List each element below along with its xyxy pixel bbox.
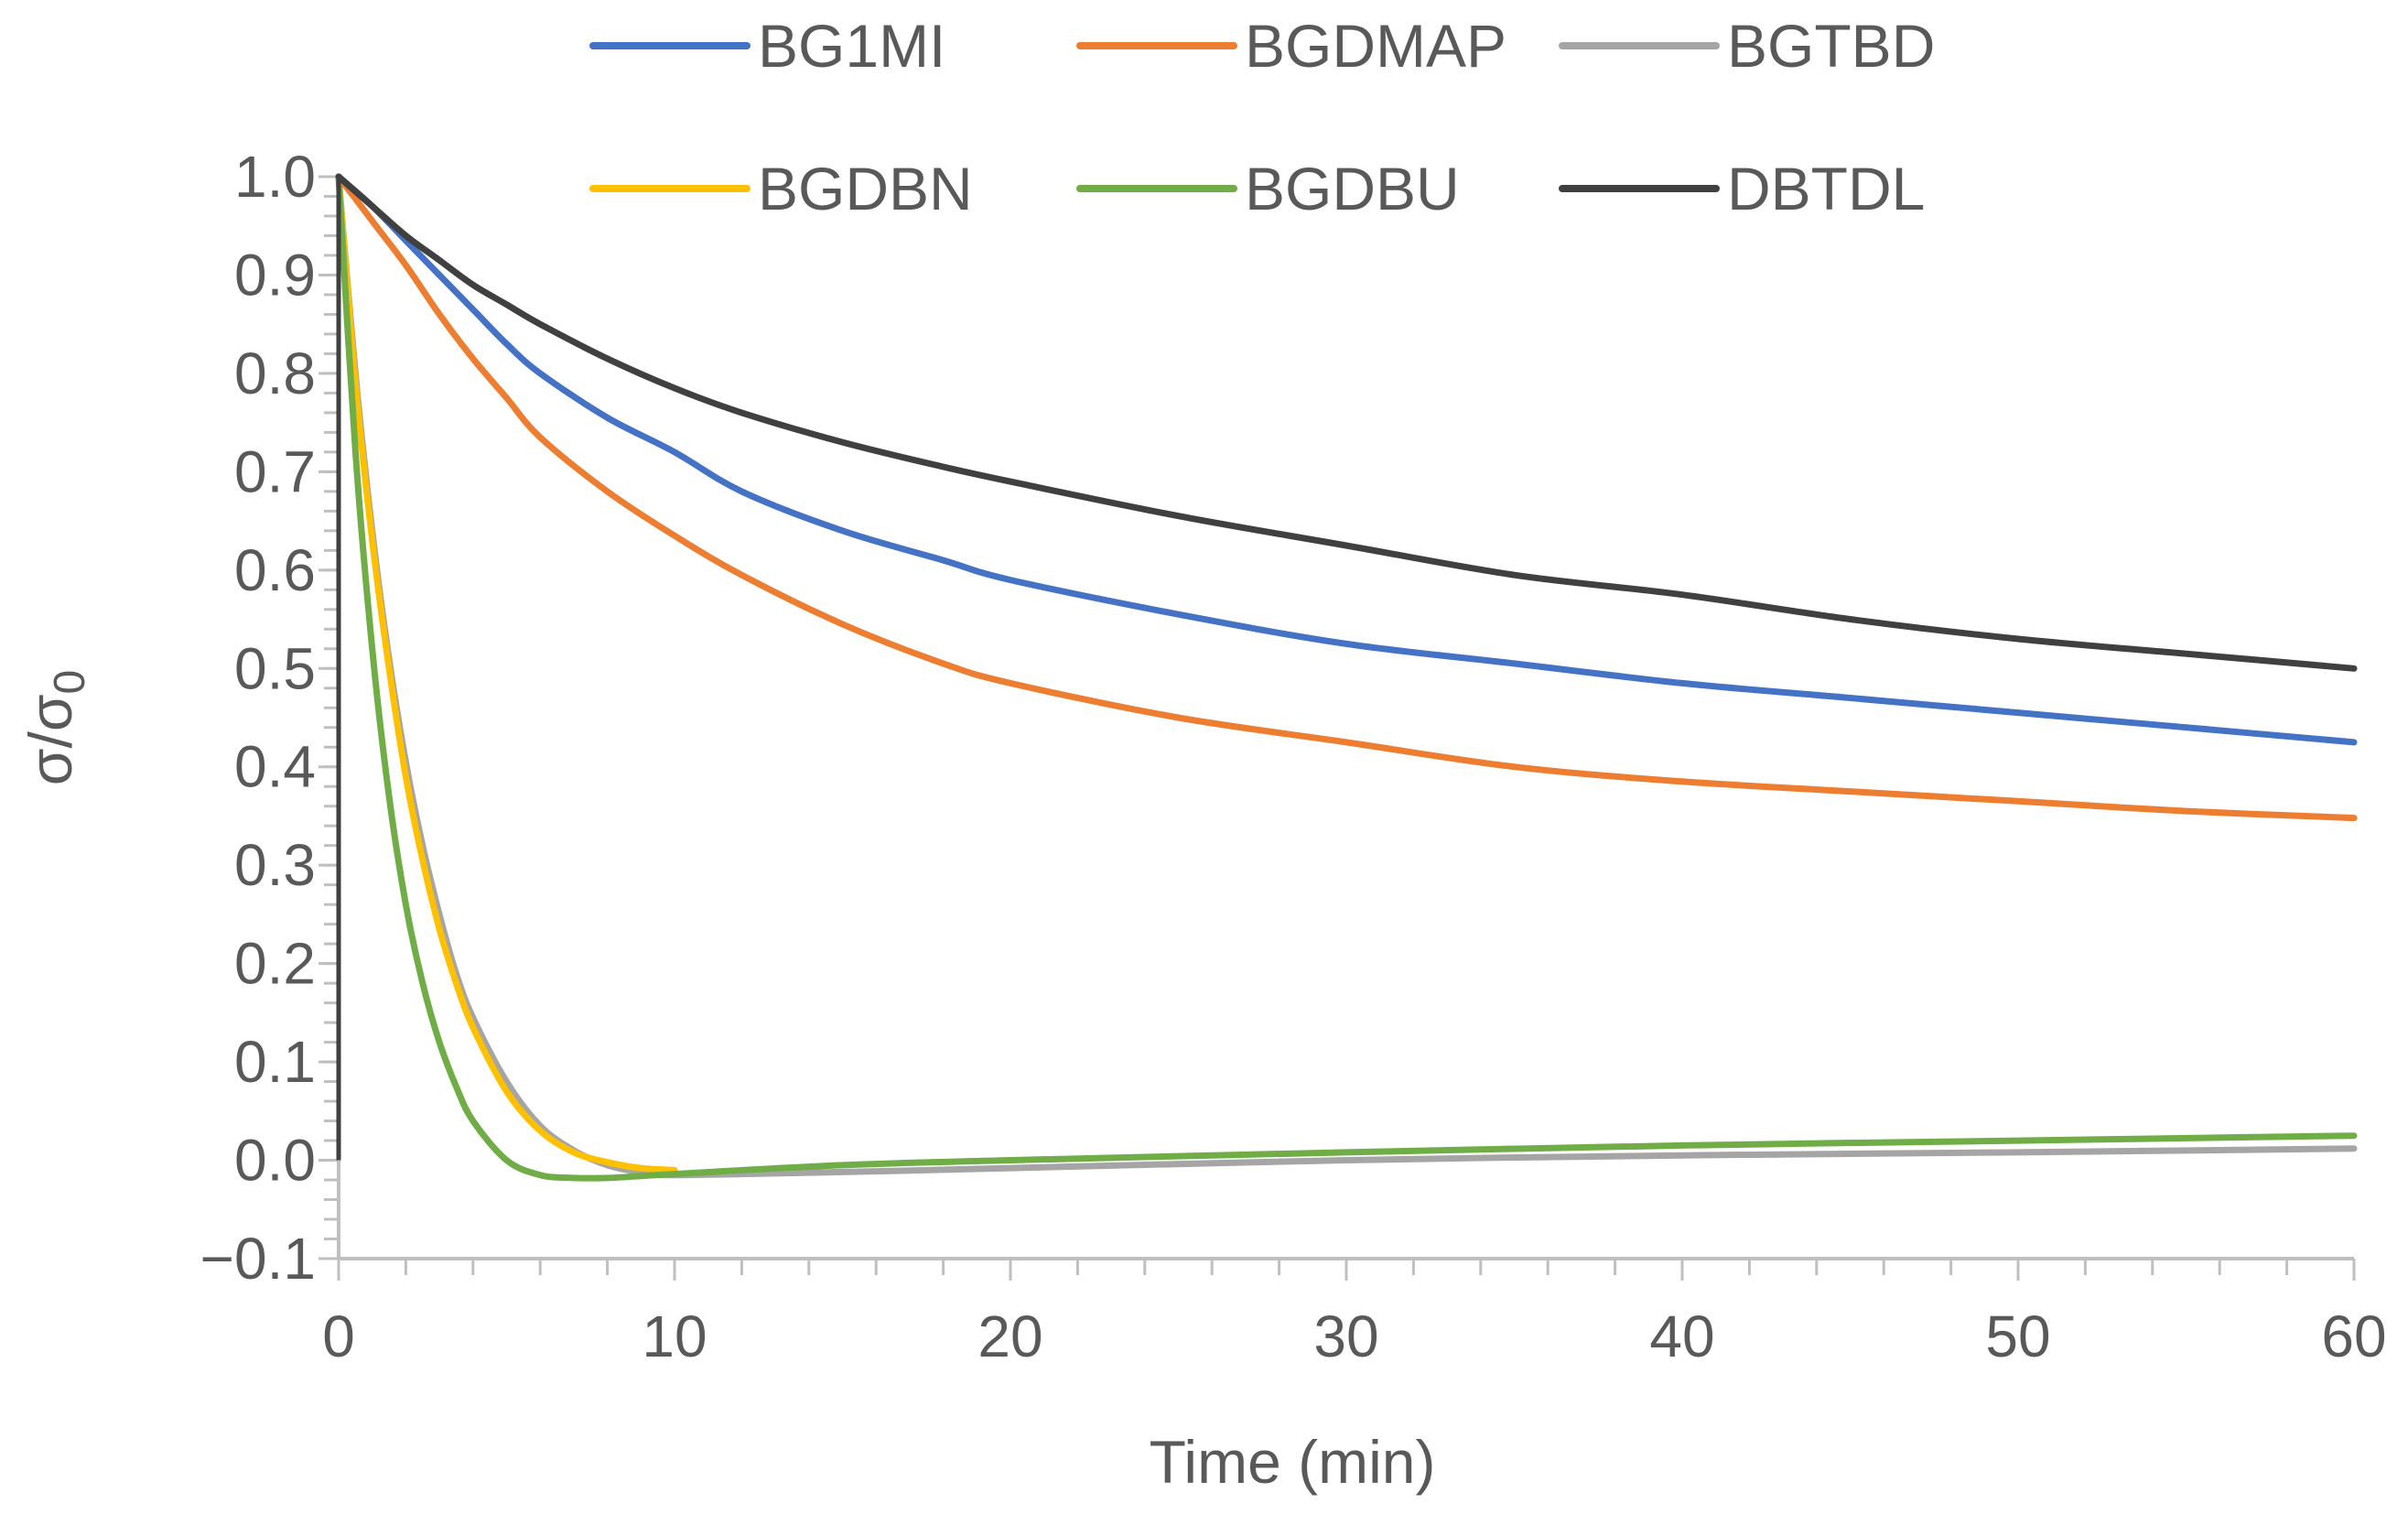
legend-label-bgdmap: BGDMAP	[1245, 12, 1506, 80]
series-line-bgdbu	[335, 173, 2358, 1182]
y-tick-label: 0.5	[234, 635, 316, 701]
legend-label-bgdbn: BGDBN	[758, 155, 973, 222]
y-axis-title: σ/σ0	[16, 670, 94, 786]
series-layer	[335, 173, 2358, 1182]
x-tick-label: 0	[322, 1303, 355, 1369]
series-line-bgdbn	[335, 173, 678, 1173]
y-axis: −0.1 0.0 0.1 0.2 0.3 0.4 0.5 0.6 0.7 0.8 0.9 1.0	[200, 144, 340, 1292]
y-tick-label: 0.7	[234, 438, 316, 504]
y-tick-label: 0.2	[234, 931, 316, 997]
y-tick-label: 0.1	[234, 1029, 316, 1095]
y-tick-label: 0.6	[234, 537, 316, 603]
series-line-bgdmap	[335, 173, 2358, 822]
legend-item-bgtbd: BGTBD	[1559, 12, 1935, 80]
legend-label-dbtdl: DBTDL	[1727, 155, 1925, 222]
y-tick-label: 1.0	[234, 144, 316, 210]
x-tick-label: 50	[1985, 1303, 2050, 1369]
y-axis-title-subscript: 0	[46, 670, 94, 695]
x-tick-label: 30	[1313, 1303, 1378, 1369]
x-tick-label: 20	[977, 1303, 1042, 1369]
legend-item-dbtdl: DBTDL	[1559, 155, 1925, 222]
legend-item-bgdmap: BGDMAP	[1076, 12, 1506, 80]
x-axis: 0 10 20 30 40 50 60	[322, 1257, 2387, 1369]
series-line-bg1mi	[335, 173, 2358, 746]
series-line-bgtbd	[335, 173, 2358, 1179]
legend-label-bg1mi: BG1MI	[758, 12, 945, 80]
y-tick-label: 0.9	[234, 242, 316, 308]
legend-item-bgdbu: BGDBU	[1076, 155, 1460, 222]
x-tick-label: 40	[1649, 1303, 1714, 1369]
y-axis-title-main: σ/σ	[16, 694, 84, 785]
y-tick-label: 0.3	[234, 832, 316, 898]
x-tick-label: 10	[642, 1303, 707, 1369]
x-tick-label: 60	[2321, 1303, 2386, 1369]
y-tick-label: 0.4	[234, 734, 316, 800]
y-tick-label: 0.0	[234, 1128, 316, 1194]
y-tick-label: 0.8	[234, 341, 316, 406]
legend-label-bgdbu: BGDBU	[1245, 155, 1460, 222]
legend-label-bgtbd: BGTBD	[1727, 12, 1935, 80]
series-line-dbtdl	[335, 173, 2358, 672]
legend-item-bg1mi: BG1MI	[589, 12, 945, 80]
legend-item-bgdbn: BGDBN	[589, 155, 973, 222]
x-axis-title: Time (min)	[1150, 1428, 1436, 1496]
legend: BG1MI BGDMAP BGTBD BGDBN BGDBU DBTDL	[589, 12, 1935, 222]
y-tick-label: −0.1	[200, 1226, 316, 1292]
